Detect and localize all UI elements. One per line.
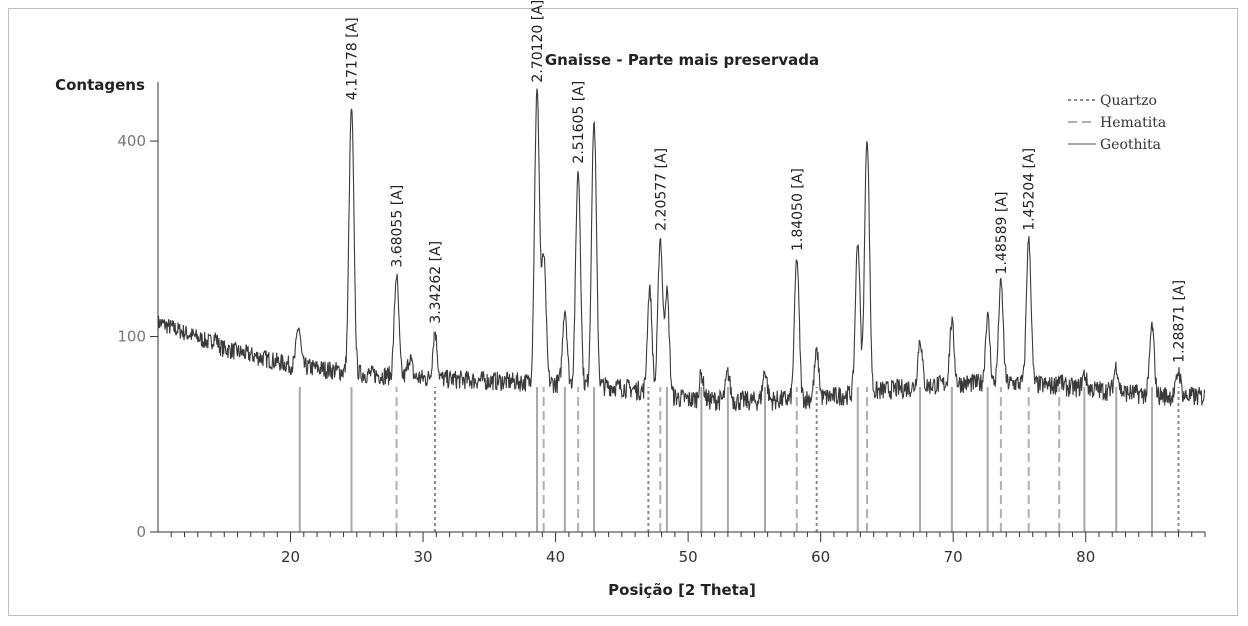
axes: 20 30 40 50 60 70 80 0 100 400: [117, 82, 1206, 566]
peak-label: 3.34262 [A]: [428, 241, 444, 324]
y-tick-label: 0: [136, 523, 146, 541]
reference-lines: [298, 387, 1180, 532]
y-tick-label: 100: [117, 328, 146, 346]
x-tick-label: 50: [679, 548, 698, 566]
pattern-series: [157, 88, 1206, 412]
peak-label: 2.20577 [A]: [653, 148, 669, 231]
peak-label: 3.68055 [A]: [390, 185, 406, 268]
peak-label: 1.48589 [A]: [994, 192, 1010, 275]
peak-label: 1.28871 [A]: [1171, 280, 1187, 363]
legend: Quartzo Hematita Geothita: [1068, 93, 1166, 153]
x-tick-label: 20: [281, 548, 300, 566]
figure-frame: [8, 8, 1238, 616]
x-tick-label: 80: [1076, 548, 1095, 566]
peak-label: 1.84050 [A]: [790, 168, 806, 251]
peak-label: 2.70120 [A]: [530, 0, 546, 83]
legend-label: Quartzo: [1100, 93, 1157, 109]
y-tick-label: 400: [117, 132, 146, 150]
peak-label: 4.17178 [A]: [344, 17, 360, 100]
legend-label: Geothita: [1100, 137, 1161, 153]
chart-title: Gnaisse - Parte mais preservada: [545, 51, 819, 69]
x-tick-label: 40: [546, 548, 565, 566]
x-axis-label: Posição [2 Theta]: [608, 581, 756, 599]
y-axis-label: Contagens: [55, 76, 145, 94]
legend-label: Hematita: [1100, 115, 1166, 131]
peak-label: 1.45204 [A]: [1022, 148, 1038, 231]
peak-label: 2.51605 [A]: [571, 81, 587, 164]
peak-labels: 4.17178 [A] 3.68055 [A] 3.34262 [A] 2.70120…: [344, 0, 1187, 363]
x-tick-label: 70: [944, 548, 963, 566]
x-tick-label: 60: [811, 548, 830, 566]
x-tick-label: 30: [414, 548, 433, 566]
diffraction-pattern-line: [157, 88, 1206, 412]
